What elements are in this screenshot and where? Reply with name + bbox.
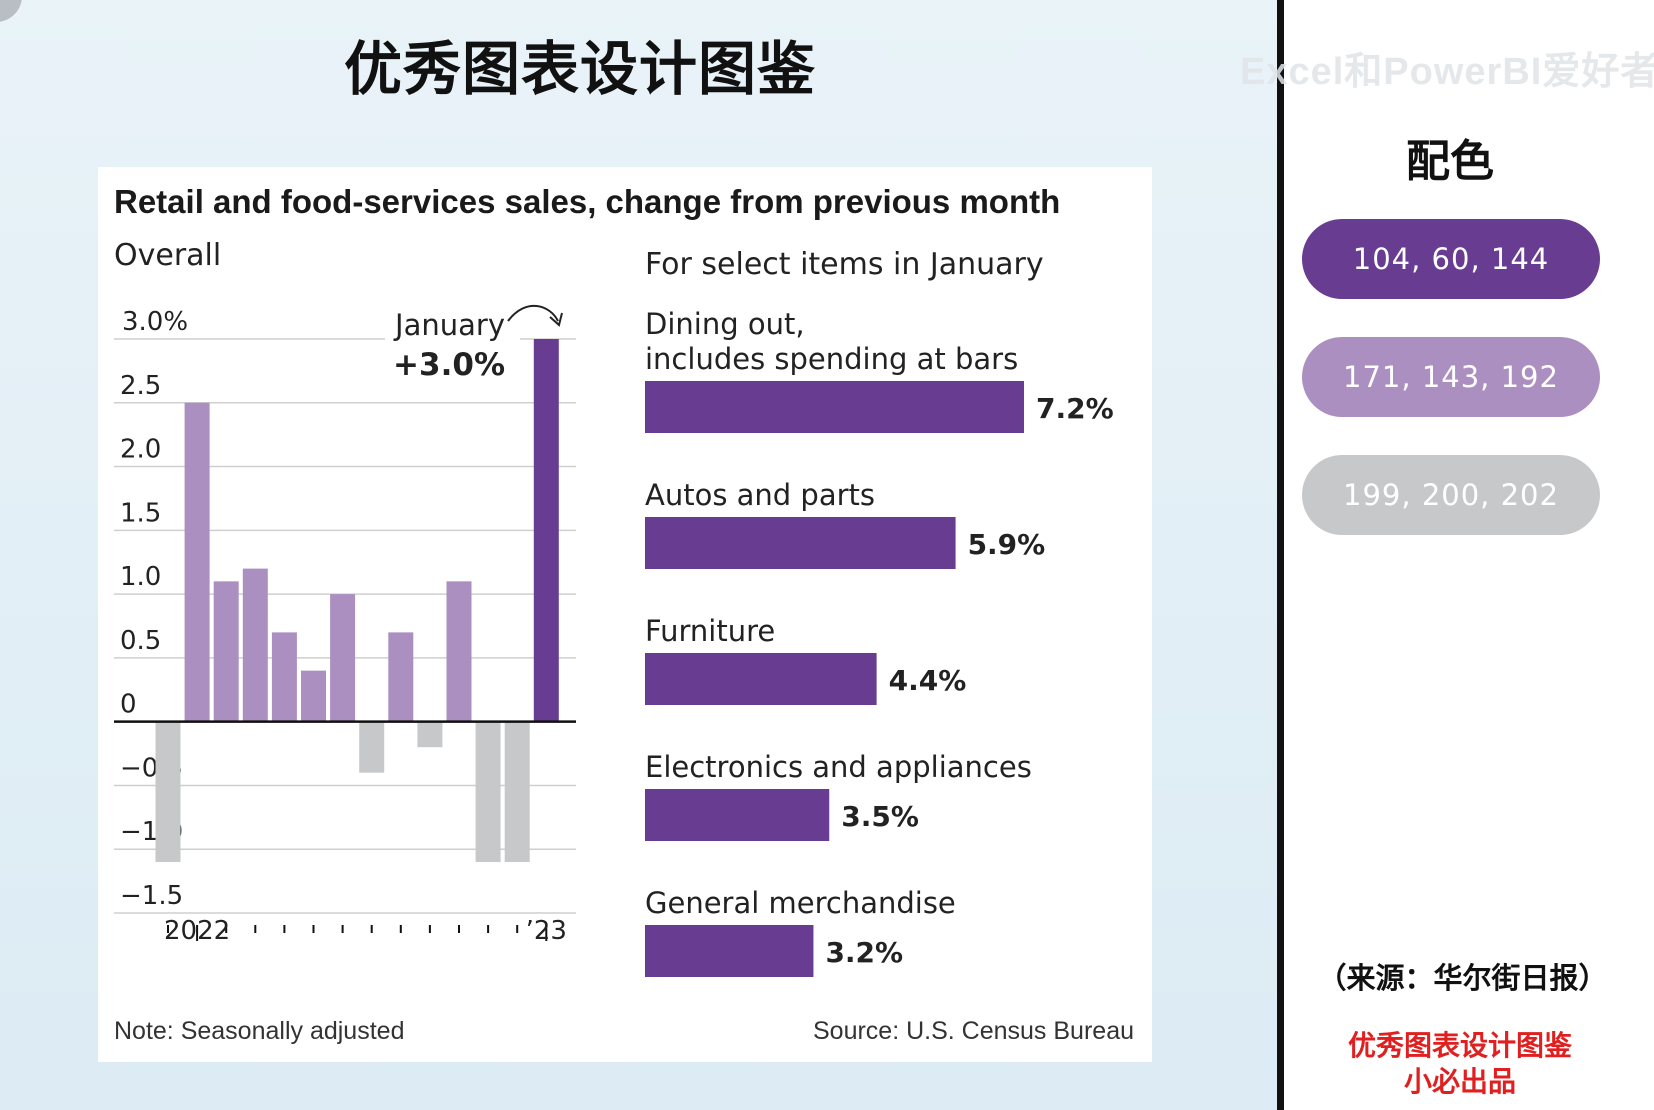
category-label: Autos and parts <box>645 478 875 512</box>
item-bar <box>645 517 956 569</box>
column-bar <box>504 721 530 862</box>
column-bar <box>271 632 297 722</box>
palette-title: 配色 <box>1406 136 1494 187</box>
page-title: 优秀图表设计图鉴 <box>343 35 816 103</box>
chart-title: Retail and food-services sales, change f… <box>114 183 1060 220</box>
items-subtitle: For select items in January <box>645 247 1044 282</box>
item-bar <box>645 381 1024 433</box>
column-bar <box>330 594 356 722</box>
right-panel <box>1284 0 1654 1110</box>
y-tick-label: −1.5 <box>120 881 183 911</box>
column-bar <box>388 632 414 722</box>
value-label: 7.2% <box>1036 392 1114 425</box>
vertical-divider <box>1277 0 1284 1110</box>
y-tick-label: 0 <box>120 690 137 720</box>
column-bar <box>475 721 501 862</box>
swatch-label: 199, 200, 202 <box>1343 478 1559 512</box>
category-label: General merchandise <box>645 886 956 920</box>
x-tick-label: 2022 <box>164 916 230 946</box>
column-bar <box>155 721 181 862</box>
column-bar <box>446 581 472 722</box>
brand-line-2: 小必出品 <box>1403 1065 1516 1098</box>
chart-note: Note: Seasonally adjusted <box>114 1017 404 1045</box>
swatch-label: 104, 60, 144 <box>1352 242 1550 276</box>
y-tick-label: 0.5 <box>120 626 161 656</box>
y-tick-label: 1.0 <box>120 562 161 592</box>
y-tick-label: 2.0 <box>120 435 161 465</box>
column-bar <box>301 670 326 722</box>
category-label: Dining out, <box>645 307 805 341</box>
column-bar <box>417 721 443 748</box>
chart-svg: Retail and food-services sales, change f… <box>114 183 1134 1045</box>
category-label: Furniture <box>645 614 775 648</box>
chart-card: Retail and food-services sales, change f… <box>98 167 1152 1062</box>
value-label: 3.5% <box>841 800 919 833</box>
value-label: 5.9% <box>968 528 1046 561</box>
value-label: 4.4% <box>889 664 967 697</box>
swatch-dark-purple: 104, 60, 144 <box>1302 219 1600 299</box>
column-bar <box>359 721 385 773</box>
swatch-label: 171, 143, 192 <box>1343 360 1559 394</box>
annotation-arrowhead <box>549 312 563 327</box>
chart-source: Source: U.S. Census Bureau <box>813 1017 1134 1045</box>
annotation-value: +3.0% <box>393 347 505 383</box>
column-bar <box>533 339 559 722</box>
item-bar <box>645 789 830 841</box>
overall-subtitle: Overall <box>114 238 221 273</box>
column-bar <box>242 568 268 722</box>
swatch-light-purple: 171, 143, 192 <box>1302 337 1600 417</box>
source-note-cn: （来源：华尔街日报） <box>1317 961 1608 995</box>
column-bar <box>184 402 210 722</box>
column-bar <box>213 581 239 722</box>
x-tick-label: ’23 <box>526 916 567 946</box>
category-label: includes spending at bars <box>645 342 1018 376</box>
item-bar <box>645 653 877 705</box>
item-bar <box>645 925 814 977</box>
brand-line-1: 优秀图表设计图鉴 <box>1347 1029 1572 1062</box>
annotation-arrow <box>507 304 559 322</box>
swatch-gray: 199, 200, 202 <box>1302 455 1600 535</box>
annotation-label: January <box>393 308 505 342</box>
y-tick-label: 1.5 <box>120 498 161 528</box>
category-label: Electronics and appliances <box>645 750 1032 784</box>
y-tick-label: 3.0% <box>122 307 188 337</box>
watermark: Excel和PowerBI爱好者 <box>1240 51 1654 93</box>
y-tick-label: 2.5 <box>120 371 161 401</box>
value-label: 3.2% <box>825 936 903 969</box>
brand-credit: 优秀图表设计图鉴 小必出品 <box>1300 1028 1620 1100</box>
annotation-mask <box>385 321 520 357</box>
